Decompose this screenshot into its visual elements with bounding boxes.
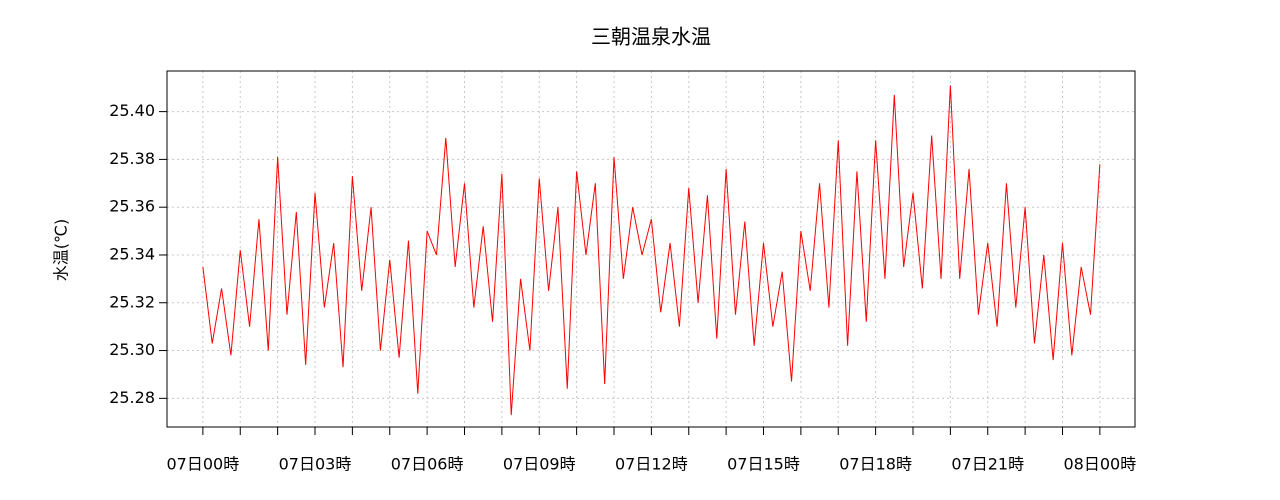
y-tick-label: 25.30 xyxy=(109,340,155,359)
plot-frame xyxy=(166,70,1136,428)
data-line xyxy=(202,85,1101,416)
x-tick-label: 07日12時 xyxy=(615,455,688,474)
x-tick-label: 07日03時 xyxy=(279,455,352,474)
y-tick-label: 25.34 xyxy=(109,244,155,263)
chart-title: 三朝温泉水温 xyxy=(591,25,711,49)
x-tick-label: 07日06時 xyxy=(391,455,464,474)
x-tick-label: 07日09時 xyxy=(503,455,576,474)
y-axis-label: 水温(℃) xyxy=(52,219,71,281)
x-tick-label: 07日15時 xyxy=(727,455,800,474)
y-tick-label: 25.40 xyxy=(109,101,155,120)
x-tick-label: 07日21時 xyxy=(951,455,1024,474)
y-tick-label: 25.32 xyxy=(109,292,155,311)
y-tick-label: 25.38 xyxy=(109,149,155,168)
y-tick-label: 25.36 xyxy=(109,197,155,216)
x-tick-label: 07日18時 xyxy=(839,455,912,474)
y-tick-label: 25.28 xyxy=(109,388,155,407)
x-tick-label: 07日00時 xyxy=(167,455,240,474)
x-tick-label: 08日00時 xyxy=(1064,455,1137,474)
